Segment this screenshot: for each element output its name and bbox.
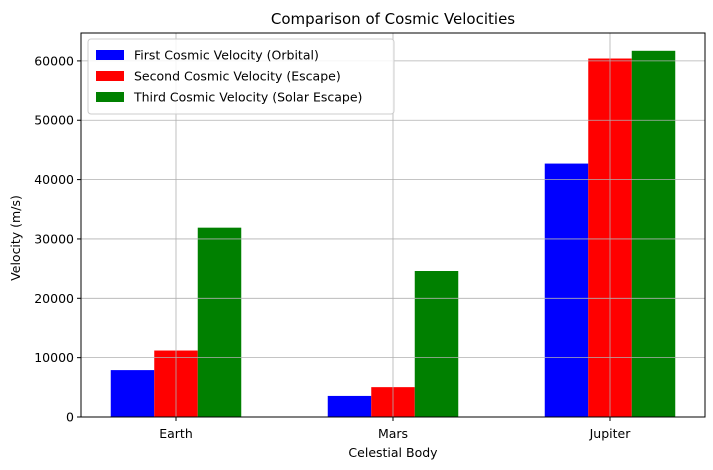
axes	[77, 32, 706, 421]
bar-third-cosmic-velocity-solar-escape--mars	[414, 270, 459, 417]
legend-label: First Cosmic Velocity (Orbital)	[134, 48, 319, 63]
legend-label: Third Cosmic Velocity (Solar Escape)	[133, 90, 362, 105]
x-tick-label-earth: Earth	[159, 426, 193, 441]
legend-label: Second Cosmic Velocity (Escape)	[134, 69, 341, 84]
y-axis-label: Velocity (m/s)	[8, 195, 23, 281]
legend-swatch	[96, 71, 124, 81]
y-tick-label: 30000	[34, 231, 74, 246]
tick-labels: 0 10000 20000 30000 40000 50000 60000 Earth Mars…	[34, 53, 631, 441]
y-tick-label: 50000	[34, 113, 74, 128]
bar-first-cosmic-velocity-orbital--mars	[327, 395, 372, 417]
x-tick-label-mars: Mars	[378, 426, 408, 441]
y-tick-label: 60000	[34, 53, 74, 68]
bar-first-cosmic-velocity-orbital--jupiter	[544, 163, 589, 417]
legend[interactable]: First Cosmic Velocity (Orbital) Second Co…	[87, 38, 395, 115]
y-tick-label: 40000	[34, 172, 74, 187]
x-tick-label-jupiter: Jupiter	[589, 426, 632, 441]
legend-box	[87, 38, 395, 115]
legend-swatch	[96, 50, 124, 60]
y-tick-label: 20000	[34, 291, 74, 306]
chart-title: Comparison of Cosmic Velocities	[271, 10, 515, 28]
bar-third-cosmic-velocity-solar-escape--earth	[197, 227, 242, 417]
x-axis-label: Celestial Body	[348, 445, 438, 460]
y-tick-label: 10000	[34, 350, 74, 365]
bar-third-cosmic-velocity-solar-escape--jupiter	[631, 50, 676, 417]
y-tick-label: 0	[66, 410, 74, 425]
legend-swatch	[96, 92, 124, 102]
bar-first-cosmic-velocity-orbital--earth	[110, 370, 155, 417]
